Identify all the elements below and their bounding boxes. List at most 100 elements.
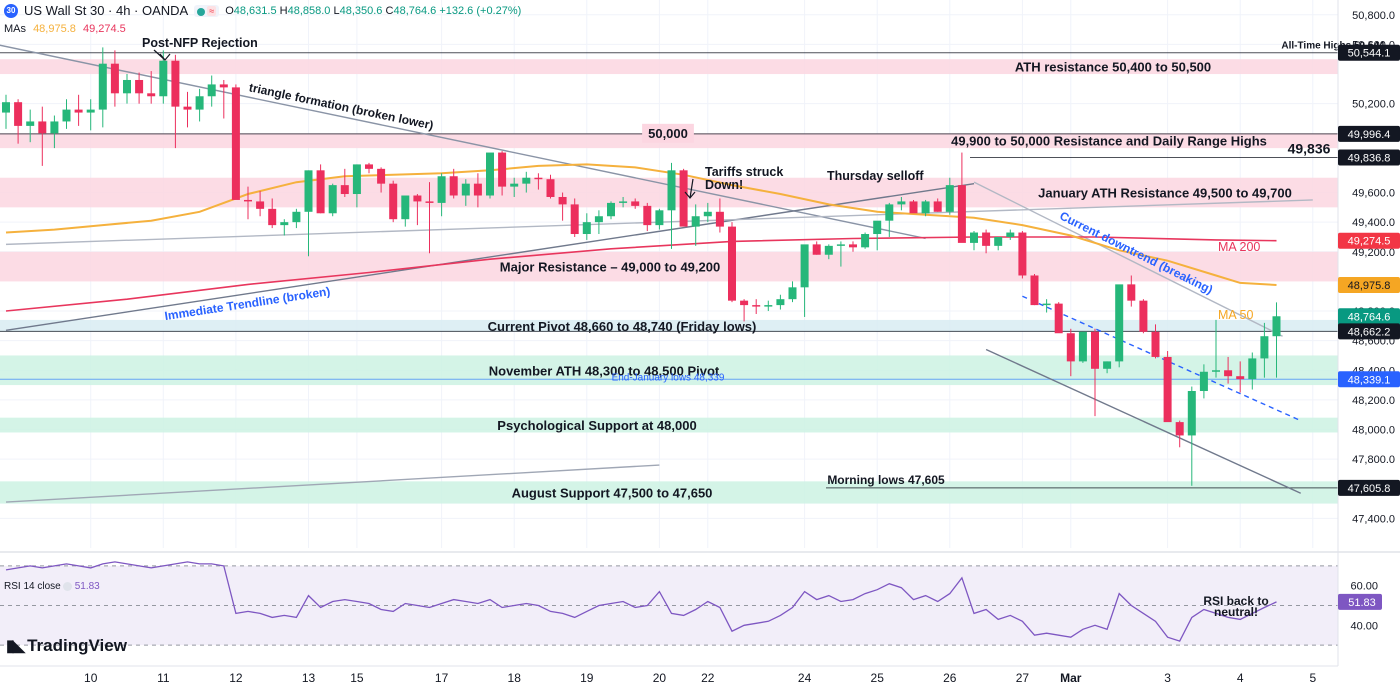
candle-body [764, 305, 773, 307]
candle-body [994, 236, 1003, 246]
candle-body [691, 216, 700, 227]
candle-body [219, 84, 228, 88]
zone-label: 49,900 to 50,000 Resistance and Daily Ra… [951, 134, 1267, 149]
candle-body [1054, 303, 1063, 334]
moving-averages-legend[interactable]: MAs 48,975.8 49,274.5 [4, 23, 126, 35]
level-label: 50,000 [648, 126, 688, 141]
candle-body [849, 244, 857, 248]
candle-body [594, 216, 603, 223]
zone-label: August Support 47,500 to 47,650 [512, 485, 713, 500]
annotation-text: Thursday selloff [827, 169, 924, 183]
candle-body [26, 121, 35, 126]
candle-body [1151, 331, 1160, 357]
candle-body [909, 201, 918, 214]
candle-body [982, 232, 991, 246]
candle-body [38, 121, 47, 134]
zone-label: January ATH Resistance 49,500 to 49,700 [1038, 186, 1292, 201]
candle-body [921, 201, 930, 214]
candle-body [1199, 371, 1208, 392]
price-tag-text: 48,975.8 [1348, 280, 1391, 292]
candle-body [1236, 376, 1245, 380]
price-tag [1338, 479, 1400, 496]
candle-body [98, 63, 107, 110]
indicator-toggles[interactable]: ≈ [194, 4, 220, 17]
ohlc-key: H [279, 4, 288, 17]
candle-body [715, 211, 724, 227]
time-tick-label: 27 [1016, 671, 1030, 685]
price-tag-text: 49,274.5 [1348, 236, 1391, 248]
candle-body [147, 93, 156, 97]
candle-body [510, 183, 519, 187]
candle-body [836, 244, 845, 246]
price-tag [1338, 44, 1400, 61]
candle-body [1272, 316, 1281, 337]
price-tag-text: 49,836.8 [1348, 152, 1391, 164]
market-status-icon[interactable] [197, 7, 206, 16]
wave-icon[interactable]: ≈ [207, 5, 217, 16]
candle-body [498, 152, 507, 187]
zone-resistance [0, 59, 1338, 75]
time-tick-label: 22 [701, 671, 715, 685]
price-tag-text: 50,544.1 [1348, 48, 1391, 60]
price-tag [1338, 232, 1400, 249]
candle-body [365, 164, 373, 169]
candle-body [171, 60, 180, 107]
rsi-annotation: neutral! [1214, 605, 1258, 619]
rsi-legend[interactable]: RSI 14 close 51.83 [4, 581, 100, 592]
price-tag [1338, 276, 1400, 293]
zone-label: Psychological Support at 48,000 [497, 418, 696, 433]
rsi-tick-label: 40.00 [1350, 620, 1378, 632]
time-tick-label: 15 [350, 671, 364, 685]
candle-body [873, 220, 882, 235]
candle-body [957, 185, 966, 243]
candle-body [389, 183, 398, 220]
candle-body [268, 208, 277, 226]
candle-body [1115, 284, 1124, 362]
ma200-legend-value: 49,274.5 [82, 23, 126, 35]
zones [0, 59, 1338, 504]
time-tick-label: 11 [157, 671, 170, 685]
time-tick-label: 10 [84, 671, 98, 685]
rsi-line [5, 561, 1277, 642]
candle-body [135, 79, 144, 94]
zone-resistance [0, 251, 1338, 282]
candle-body [752, 305, 761, 307]
time-tick-label: 3 [1164, 671, 1171, 685]
annotation-text: Down! [705, 178, 743, 192]
time-tick-label: 20 [653, 671, 667, 685]
candle-body [123, 79, 131, 94]
candle-body [159, 60, 168, 97]
candle-body [207, 84, 216, 97]
candle-body [413, 195, 422, 202]
candle-body [945, 185, 954, 212]
candle-body [619, 201, 628, 203]
candle-body [1212, 370, 1220, 372]
candle-body [1187, 391, 1196, 436]
candle-body [1030, 275, 1039, 306]
tradingview-logo[interactable]: ▮◣ TradingView [6, 636, 127, 656]
candle-body [486, 152, 494, 196]
candle-body [728, 226, 736, 301]
candle-body [570, 204, 579, 235]
symbol-title[interactable]: US Wall St 30 · 4h · OANDA [24, 3, 189, 18]
annotation-text: MA 50 [1218, 308, 1253, 322]
price-tick-label: 50,200.0 [1352, 99, 1395, 111]
candle-body [800, 244, 809, 288]
level-label-bg [642, 123, 694, 143]
time-tick-label: 24 [798, 671, 812, 685]
candle-body [643, 205, 652, 226]
annotation-arrowhead [684, 191, 696, 199]
candle-body [582, 222, 591, 235]
candle-body [558, 196, 567, 205]
candle-body [316, 170, 325, 214]
ohlc-key: L [333, 4, 340, 17]
candle-body [50, 121, 59, 134]
zone-pivot [0, 319, 1338, 332]
candle-body [546, 179, 555, 197]
candle-body [667, 170, 676, 211]
time-tick-label: 12 [229, 671, 243, 685]
symbol-badge[interactable]: 30 [4, 3, 18, 18]
candle-body [776, 299, 785, 306]
annotation-arrow [689, 178, 694, 199]
